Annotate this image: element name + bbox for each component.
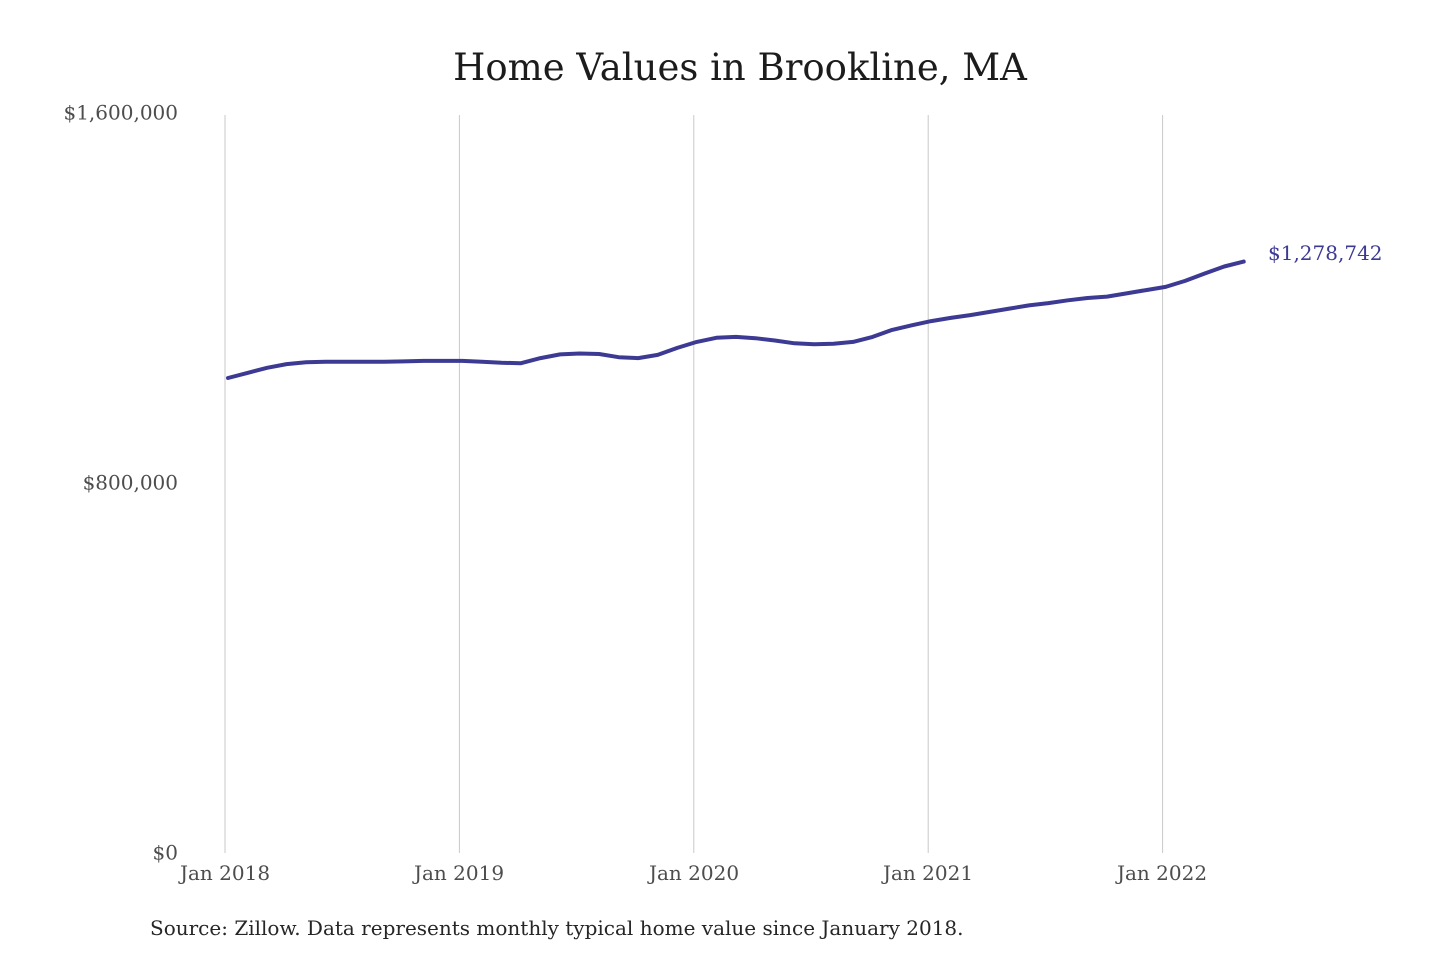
y-axis-label-0: $0 <box>152 840 178 865</box>
x-axis-label-jan-2020: Jan 2020 <box>648 861 740 885</box>
year-gridlines <box>224 115 1164 853</box>
y-axis-label-1600000: $1,600,000 <box>63 100 178 125</box>
home-value-line <box>226 259 1246 380</box>
x-axis-label-jan-2021: Jan 2021 <box>882 861 974 885</box>
chart-title: Home Values in Brookline, MA <box>453 46 1027 89</box>
x-axis-label-jan-2022: Jan 2022 <box>1116 861 1208 885</box>
y-axis-label-800000: $800,000 <box>82 470 178 495</box>
final-value-label: $1,278,742 <box>1268 241 1383 265</box>
x-axis-label-jan-2019: Jan 2019 <box>413 861 505 885</box>
x-axis-label-jan-2018: Jan 2018 <box>179 861 271 885</box>
source-note: Source: Zillow. Data represents monthly … <box>150 916 964 940</box>
